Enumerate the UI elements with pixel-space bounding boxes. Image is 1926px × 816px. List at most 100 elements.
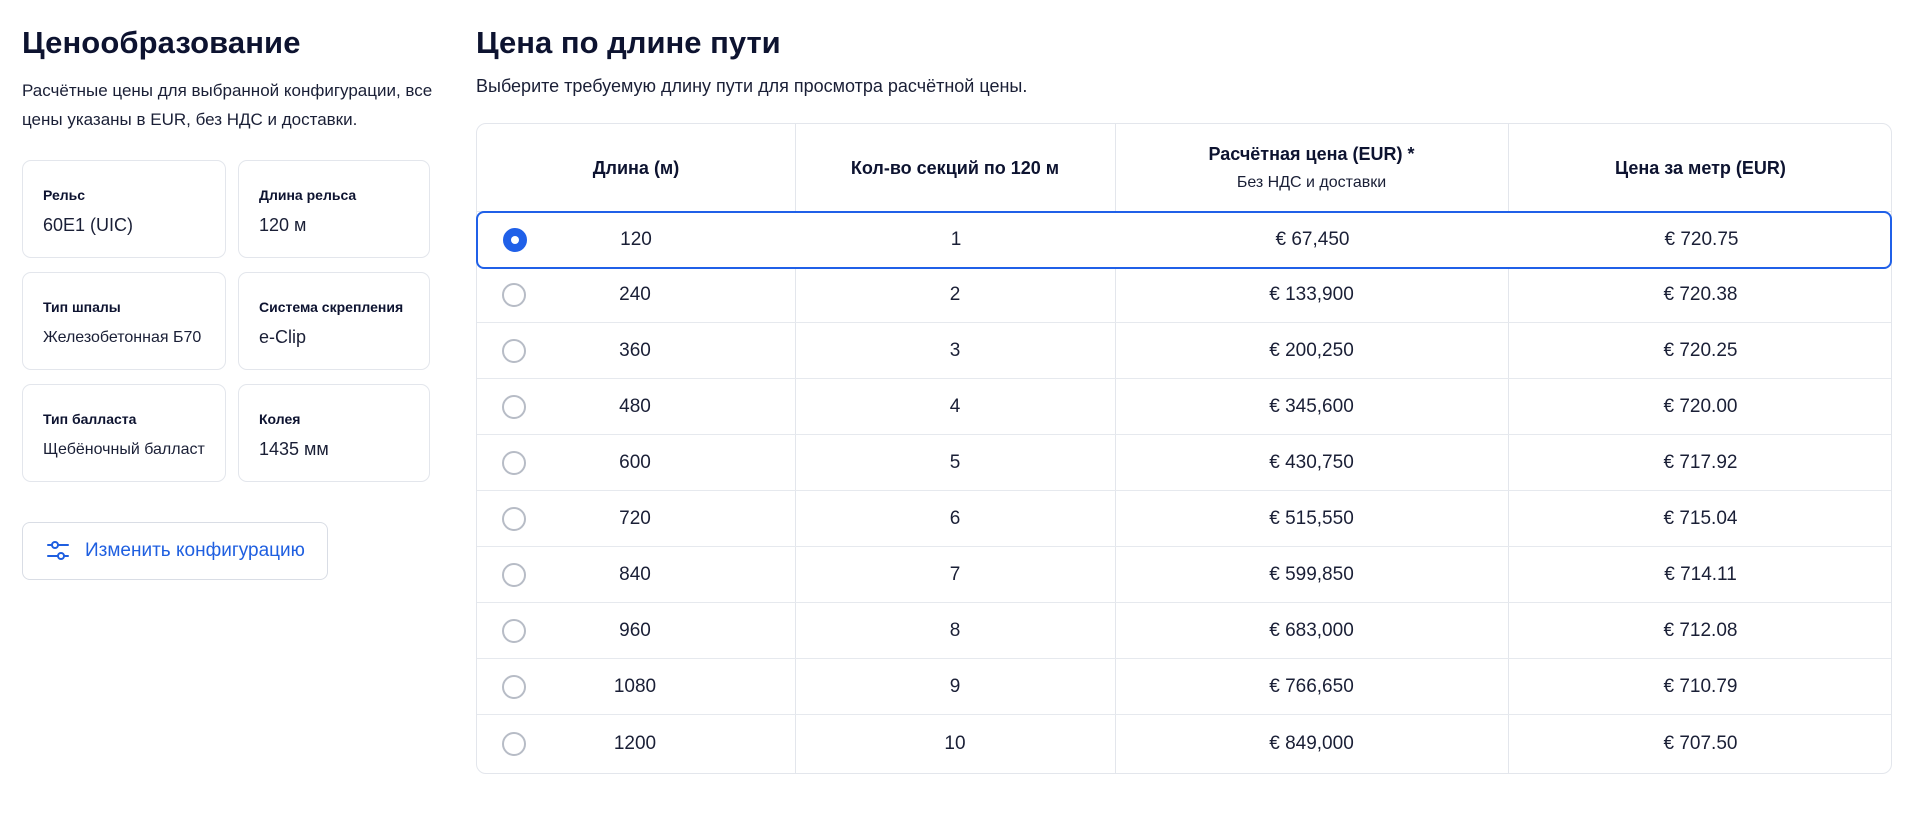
- cell-price: € 683,000: [1269, 620, 1354, 641]
- length-radio[interactable]: [502, 339, 526, 363]
- config-card-label: Рельс: [43, 187, 86, 203]
- cell-length: 360: [619, 340, 651, 361]
- cell-length: 120: [620, 229, 652, 250]
- table-row[interactable]: 960 8 € 683,000 € 712.08: [477, 604, 1891, 659]
- column-header-sections: Кол-во секций по 120 м: [795, 124, 1115, 212]
- section-subtitle: Выберите требуемую длину пути для просмо…: [476, 76, 1028, 96]
- config-summary: Рельс 60E1 (UIC) Длина рельса 120 м Тип …: [22, 160, 432, 482]
- length-radio[interactable]: [502, 283, 526, 307]
- cell-per-meter: € 720.00: [1663, 396, 1738, 417]
- table-row[interactable]: 720 6 € 515,550 € 715.04: [477, 492, 1891, 547]
- cell-price: € 766,650: [1269, 676, 1354, 697]
- config-card-label: Колея: [259, 411, 301, 427]
- cell-price: € 200,250: [1269, 340, 1354, 361]
- column-header-label: Длина (м): [592, 157, 680, 178]
- sliders-icon: [45, 538, 71, 564]
- length-radio[interactable]: [502, 731, 526, 756]
- cell-price: € 515,550: [1269, 508, 1354, 529]
- cell-price: € 67,450: [1275, 229, 1350, 250]
- length-radio[interactable]: [502, 563, 526, 587]
- column-divider: [1115, 124, 1116, 773]
- cell-length: 1200: [613, 732, 657, 754]
- table-row[interactable]: 120 1 € 67,450 € 720.75: [476, 211, 1892, 269]
- column-header-label: Цена за метр (EUR): [1615, 157, 1786, 178]
- cell-sections: 6: [949, 508, 961, 529]
- edit-configuration-button[interactable]: Изменить конфигурацию: [22, 522, 328, 580]
- config-card-value: 60E1 (UIC): [43, 215, 134, 235]
- config-card-label: Длина рельса: [259, 187, 357, 203]
- cell-sections: 7: [949, 564, 961, 585]
- config-card-rail: Рельс 60E1 (UIC): [22, 160, 226, 258]
- column-header-price: Расчётная цена (EUR) * Без НДС и доставк…: [1115, 124, 1508, 212]
- column-header-note: Без НДС и доставки: [1236, 174, 1387, 191]
- cell-price: € 599,850: [1269, 564, 1354, 585]
- cell-sections: 9: [949, 676, 961, 697]
- cell-per-meter: € 707.50: [1663, 732, 1738, 754]
- cell-per-meter: € 712.08: [1663, 620, 1738, 641]
- config-card-ballast-type: Тип балласта Щебёночный балласт: [22, 384, 226, 482]
- length-radio[interactable]: [502, 395, 526, 419]
- config-card-value: Щебёночный балласт: [43, 441, 205, 458]
- config-card-rail-length: Длина рельса 120 м: [238, 160, 430, 258]
- table-row[interactable]: 1080 9 € 766,650 € 710.79: [477, 660, 1891, 715]
- column-header-label: Кол-во секций по 120 м: [850, 157, 1060, 178]
- price-by-length-section: Цена по длине пути Выберите требуемую дл…: [476, 24, 1892, 774]
- table-header: Длина (м) Кол-во секций по 120 м Расчётн…: [477, 124, 1891, 212]
- cell-sections: 1: [950, 229, 962, 250]
- table-row[interactable]: 240 2 € 133,900 € 720.38: [477, 268, 1891, 323]
- column-divider: [795, 124, 796, 773]
- length-radio[interactable]: [502, 451, 526, 475]
- cell-price: € 430,750: [1269, 452, 1354, 473]
- cell-length: 720: [619, 508, 651, 529]
- column-divider: [1508, 124, 1509, 773]
- table-row[interactable]: 840 7 € 599,850 € 714.11: [477, 548, 1891, 603]
- cell-sections: 2: [949, 284, 961, 305]
- cell-per-meter: € 715.04: [1663, 508, 1738, 529]
- table-row[interactable]: 480 4 € 345,600 € 720.00: [477, 380, 1891, 435]
- config-card-value: Железобетонная Б70: [43, 329, 202, 346]
- config-card-label: Система скрепления: [259, 299, 404, 315]
- section-title: Цена по длине пути: [476, 25, 781, 60]
- column-header-per-meter: Цена за метр (EUR): [1508, 124, 1893, 212]
- cell-sections: 3: [949, 340, 961, 361]
- length-radio[interactable]: [502, 619, 526, 643]
- cell-length: 240: [619, 284, 651, 305]
- cell-per-meter: € 720.38: [1663, 284, 1738, 305]
- config-card-label: Тип балласта: [43, 411, 137, 427]
- sidebar-description: Расчётные цены для выбранной конфигураци…: [22, 81, 433, 129]
- cell-sections: 10: [944, 732, 966, 754]
- cell-length: 840: [619, 564, 651, 585]
- cell-per-meter: € 714.11: [1664, 564, 1737, 585]
- cell-per-meter: € 710.79: [1663, 676, 1738, 697]
- length-radio[interactable]: [502, 675, 526, 699]
- length-radio[interactable]: [503, 228, 527, 252]
- table-row[interactable]: 1200 10 € 849,000 € 707.50: [477, 716, 1891, 771]
- config-card-gauge: Колея 1435 мм: [238, 384, 430, 482]
- cell-price: € 345,600: [1269, 396, 1354, 417]
- cell-length: 600: [619, 452, 651, 473]
- sidebar-title: Ценообразование: [22, 25, 301, 60]
- cell-price: € 133,900: [1269, 284, 1354, 305]
- cell-per-meter: € 720.75: [1664, 229, 1739, 250]
- config-card-value: 1435 мм: [259, 439, 329, 459]
- column-header-length: Длина (м): [477, 124, 795, 212]
- config-card-fastening-system: Система скрепления e-Clip: [238, 272, 430, 370]
- config-card-value: 120 м: [259, 215, 307, 235]
- cell-length: 960: [619, 620, 651, 641]
- config-card-sleeper-type: Тип шпалы Железобетонная Б70: [22, 272, 226, 370]
- table-row[interactable]: 360 3 € 200,250 € 720.25: [477, 324, 1891, 379]
- table-row[interactable]: 600 5 € 430,750 € 717.92: [477, 436, 1891, 491]
- cell-price: € 849,000: [1269, 732, 1354, 754]
- cell-length: 1080: [613, 676, 657, 697]
- cell-sections: 4: [949, 396, 961, 417]
- pricing-sidebar: Ценообразование Расчётные цены для выбра…: [22, 24, 432, 580]
- price-table: Длина (м) Кол-во секций по 120 м Расчётн…: [476, 123, 1892, 774]
- cell-sections: 5: [949, 452, 961, 473]
- length-radio[interactable]: [502, 507, 526, 531]
- cell-length: 480: [619, 396, 651, 417]
- cell-per-meter: € 720.25: [1663, 340, 1738, 361]
- column-header-label: Расчётная цена (EUR) *: [1208, 144, 1415, 164]
- edit-configuration-label: Изменить конфигурацию: [85, 540, 305, 561]
- cell-per-meter: € 717.92: [1663, 452, 1738, 473]
